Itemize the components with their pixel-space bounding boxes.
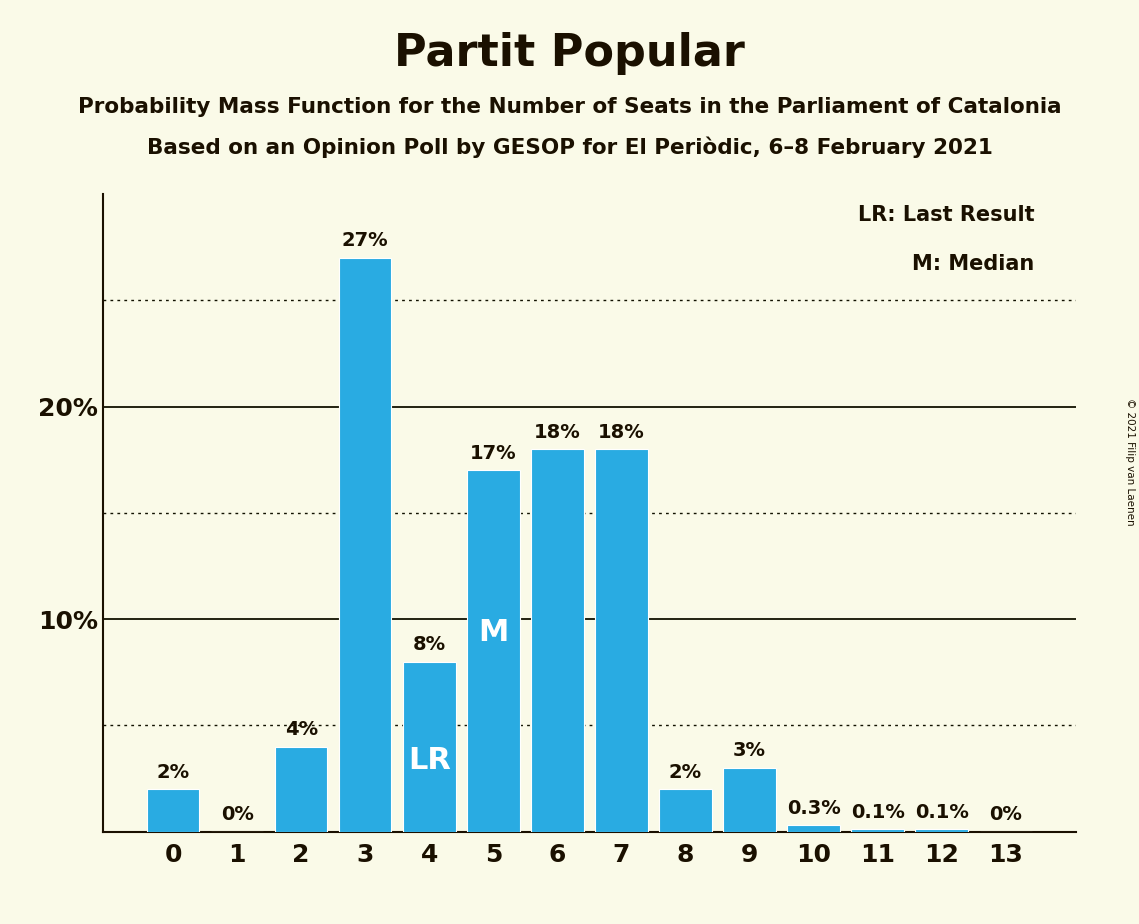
Bar (147, 789, 199, 832)
Bar (403, 662, 456, 832)
Text: 0%: 0% (990, 805, 1023, 824)
Bar (723, 768, 776, 832)
Bar (274, 747, 327, 832)
Bar (531, 449, 583, 832)
Text: 3%: 3% (734, 741, 767, 760)
Text: 27%: 27% (342, 231, 388, 250)
Bar (852, 830, 904, 832)
Text: LR: LR (408, 746, 451, 774)
Text: © 2021 Filip van Laenen: © 2021 Filip van Laenen (1125, 398, 1134, 526)
Text: 2%: 2% (156, 762, 189, 782)
Bar (467, 470, 519, 832)
Text: 0.3%: 0.3% (787, 798, 841, 818)
Text: LR: Last Result: LR: Last Result (858, 204, 1034, 225)
Text: 8%: 8% (412, 635, 445, 654)
Text: 18%: 18% (534, 422, 581, 442)
Text: 2%: 2% (669, 762, 702, 782)
Bar (339, 258, 392, 832)
Text: M: M (478, 618, 508, 648)
Text: 0%: 0% (221, 805, 254, 824)
Text: 4%: 4% (285, 720, 318, 739)
Text: 18%: 18% (598, 422, 645, 442)
Bar (916, 830, 968, 832)
Bar (659, 789, 712, 832)
Text: Probability Mass Function for the Number of Seats in the Parliament of Catalonia: Probability Mass Function for the Number… (77, 97, 1062, 117)
Text: 0.1%: 0.1% (851, 803, 904, 822)
Text: Partit Popular: Partit Popular (394, 32, 745, 76)
Text: 0.1%: 0.1% (915, 803, 968, 822)
Bar (596, 449, 648, 832)
Text: M: Median: M: Median (912, 253, 1034, 274)
Bar (787, 825, 839, 832)
Text: Based on an Opinion Poll by GESOP for El Periòdic, 6–8 February 2021: Based on an Opinion Poll by GESOP for El… (147, 137, 992, 158)
Text: 17%: 17% (470, 444, 517, 463)
